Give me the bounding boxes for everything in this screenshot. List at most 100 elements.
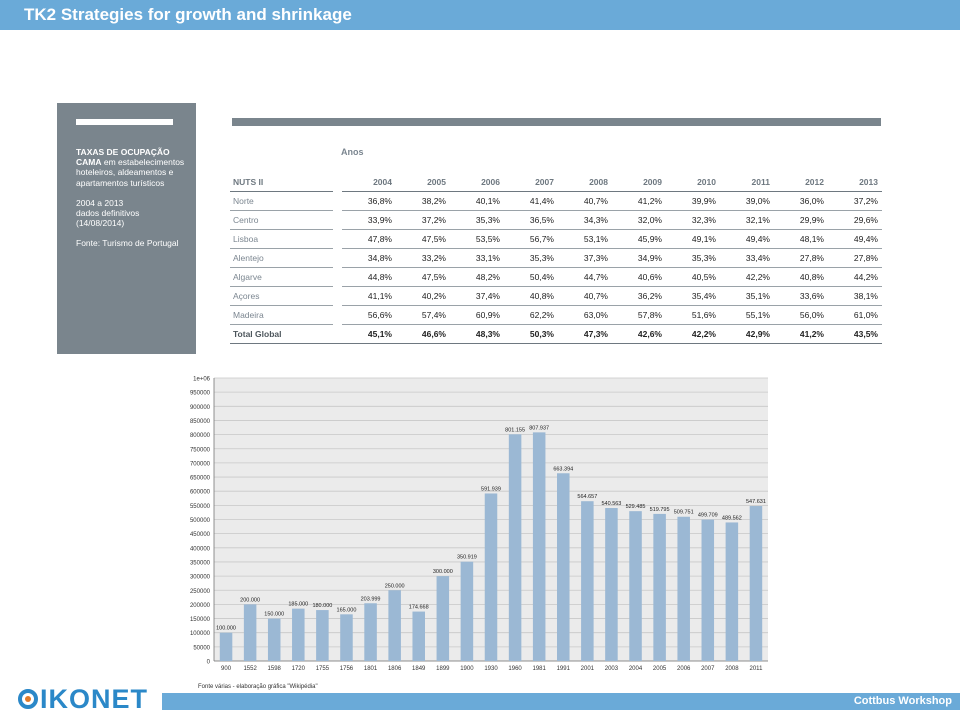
y-tick-label: 450000 bbox=[190, 532, 211, 538]
population-chart: 0 50000 100000 150000 200000 250000 300000 3500… bbox=[180, 370, 780, 695]
table-gap bbox=[333, 173, 342, 192]
value-cell: 40,2% bbox=[396, 287, 450, 306]
x-tick-label: 1899 bbox=[436, 666, 450, 672]
bar bbox=[364, 603, 377, 661]
bar bbox=[316, 610, 329, 661]
bar bbox=[219, 632, 233, 661]
value-cell: 44,8% bbox=[342, 268, 396, 287]
oikonet-logo: IKONET bbox=[18, 684, 148, 715]
chart-caption: Fonte várias - elaboração gráfica "Wikip… bbox=[198, 684, 318, 690]
value-cell: 37,3% bbox=[558, 249, 612, 268]
y-tick-label: 100000 bbox=[190, 631, 211, 637]
info-panel-accent-bar bbox=[76, 119, 173, 125]
bar bbox=[581, 501, 594, 661]
bar-value-label: 350.919 bbox=[457, 555, 477, 561]
value-cell: 46,6% bbox=[396, 325, 450, 344]
bar-value-label: 807.937 bbox=[529, 425, 549, 431]
bar-value-label: 489.562 bbox=[722, 515, 742, 521]
x-tick-label: 2007 bbox=[701, 666, 715, 672]
bar bbox=[340, 614, 353, 661]
region-cell: Madeira bbox=[230, 306, 333, 325]
value-cell: 47,5% bbox=[396, 268, 450, 287]
value-cell: 57,4% bbox=[396, 306, 450, 325]
value-cell: 38,2% bbox=[396, 192, 450, 211]
value-cell: 53,1% bbox=[558, 230, 612, 249]
value-cell: 34,9% bbox=[612, 249, 666, 268]
info-panel-text: TAXAS DE OCUPAÇÃO CAMA em estabeleciment… bbox=[76, 147, 188, 259]
y-tick-label: 700000 bbox=[190, 461, 211, 467]
region-cell: Alentejo bbox=[230, 249, 333, 268]
bar-value-label: 540.563 bbox=[601, 501, 621, 507]
value-cell: 62,2% bbox=[504, 306, 558, 325]
value-cell: 42,6% bbox=[612, 325, 666, 344]
x-tick-label: 2011 bbox=[750, 666, 764, 672]
y-tick-label: 500000 bbox=[190, 518, 211, 524]
bar bbox=[653, 513, 666, 661]
region-cell: Lisboa bbox=[230, 230, 333, 249]
value-cell: 42,2% bbox=[666, 325, 720, 344]
value-cell: 40,7% bbox=[558, 192, 612, 211]
x-tick-label: 1981 bbox=[532, 666, 546, 672]
year-header: 2007 bbox=[504, 173, 558, 192]
year-header: 2013 bbox=[828, 173, 882, 192]
bar-value-label: 529.485 bbox=[626, 504, 646, 510]
bar-value-label: 547.631 bbox=[746, 499, 766, 505]
info-period: 2004 a 2013 dados definitivos (14/08/2014) bbox=[76, 198, 188, 229]
value-cell: 50,3% bbox=[504, 325, 558, 344]
bar-value-label: 174.668 bbox=[409, 605, 429, 611]
value-cell: 44,2% bbox=[828, 268, 882, 287]
bar bbox=[484, 493, 498, 661]
x-tick-label: 1756 bbox=[340, 666, 354, 672]
y-tick-label: 300000 bbox=[190, 575, 211, 581]
bar bbox=[267, 618, 281, 661]
value-cell: 43,5% bbox=[828, 325, 882, 344]
bar bbox=[701, 519, 715, 661]
bar-value-label: 499.709 bbox=[698, 513, 718, 519]
table-row: Alentejo 34,8% 33,2% 33,1% 35,3% 37,3% 34,9% 35… bbox=[230, 249, 882, 268]
value-cell: 37,4% bbox=[450, 287, 504, 306]
region-header: NUTS II bbox=[230, 173, 333, 192]
value-cell: 35,3% bbox=[666, 249, 720, 268]
bar bbox=[243, 604, 257, 661]
value-cell: 49,4% bbox=[828, 230, 882, 249]
table-row: Lisboa 47,8% 47,5% 53,5% 56,7% 53,1% 45,9% 49,1… bbox=[230, 230, 882, 249]
value-cell: 35,3% bbox=[450, 211, 504, 230]
bar-value-label: 200.000 bbox=[240, 597, 260, 603]
value-cell: 55,1% bbox=[720, 306, 774, 325]
value-cell: 45,1% bbox=[342, 325, 396, 344]
value-cell: 40,8% bbox=[504, 287, 558, 306]
region-cell: Norte bbox=[230, 192, 333, 211]
value-cell: 35,1% bbox=[720, 287, 774, 306]
info-source: Fonte: Turismo de Portugal bbox=[76, 238, 179, 249]
x-tick-label: 1960 bbox=[508, 666, 522, 672]
x-tick-label: 1552 bbox=[243, 666, 257, 672]
value-cell: 56,6% bbox=[342, 306, 396, 325]
table-gap bbox=[333, 211, 342, 230]
value-cell: 63,0% bbox=[558, 306, 612, 325]
value-cell: 38,1% bbox=[828, 287, 882, 306]
value-cell: 39,9% bbox=[666, 192, 720, 211]
value-cell: 41,2% bbox=[774, 325, 828, 344]
table-row: Norte 36,8% 38,2% 40,1% 41,4% 40,7% 41,2% 39,9%… bbox=[230, 192, 882, 211]
value-cell: 29,6% bbox=[828, 211, 882, 230]
value-cell: 36,0% bbox=[774, 192, 828, 211]
bar bbox=[388, 590, 401, 661]
x-tick-label: 1801 bbox=[364, 666, 378, 672]
value-cell: 50,4% bbox=[504, 268, 558, 287]
x-tick-label: 2001 bbox=[581, 666, 595, 672]
x-tick-label: 900 bbox=[221, 666, 232, 672]
bar bbox=[292, 608, 305, 661]
bar-chart-svg: 0 50000 100000 150000 200000 250000 300000 3500… bbox=[190, 377, 768, 690]
x-tick-label: 1806 bbox=[388, 666, 402, 672]
bar-value-label: 591.939 bbox=[481, 486, 501, 492]
x-tick-label: 1755 bbox=[316, 666, 330, 672]
bar bbox=[556, 473, 570, 661]
bar-value-label: 165.000 bbox=[337, 607, 357, 613]
bar bbox=[532, 432, 546, 661]
bar bbox=[436, 576, 450, 661]
table-gap bbox=[333, 287, 342, 306]
year-header: 2008 bbox=[558, 173, 612, 192]
y-tick-label: 550000 bbox=[190, 504, 211, 510]
bar-value-label: 150.000 bbox=[264, 612, 284, 618]
y-tick-label: 800000 bbox=[190, 433, 211, 439]
